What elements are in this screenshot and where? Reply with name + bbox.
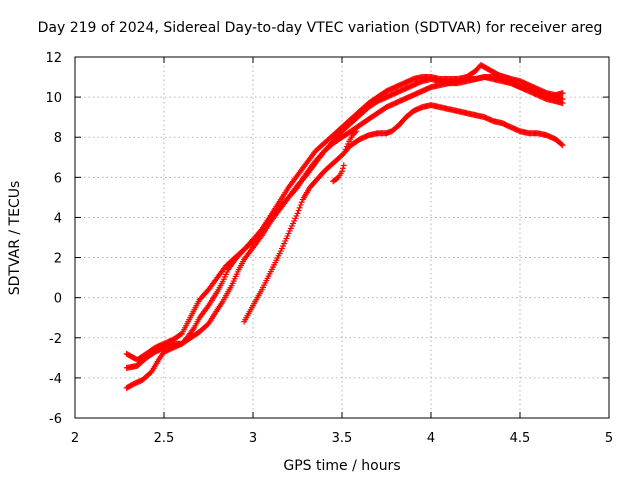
chart-title: Day 219 of 2024, Sidereal Day-to-day VTE… xyxy=(38,20,603,36)
series-track-3 xyxy=(123,74,566,391)
data-point xyxy=(559,90,566,97)
y-tick-label: 2 xyxy=(54,252,62,267)
y-tick-label: -4 xyxy=(49,372,62,387)
data-point xyxy=(342,146,349,153)
x-tick-label: 5 xyxy=(605,431,613,446)
x-tick-label: 2.5 xyxy=(154,431,175,446)
data-point xyxy=(294,210,301,217)
data-point xyxy=(558,141,565,148)
y-tick-label: -2 xyxy=(49,332,62,347)
y-tick-label: 0 xyxy=(54,292,62,307)
data-point xyxy=(559,96,566,103)
x-axis-title: GPS time / hours xyxy=(283,458,400,474)
y-tick-label: 12 xyxy=(45,51,62,66)
y-tick-label: -6 xyxy=(49,412,62,427)
y-tick-label: 6 xyxy=(54,171,62,186)
data-points xyxy=(123,62,566,391)
x-tick-label: 2 xyxy=(71,431,79,446)
data-point xyxy=(296,204,303,211)
data-point xyxy=(340,162,347,169)
data-point xyxy=(353,128,360,135)
data-point xyxy=(344,140,351,147)
data-point xyxy=(298,199,305,206)
data-point xyxy=(297,202,304,209)
data-point xyxy=(190,326,197,333)
series-track-2 xyxy=(123,74,566,371)
series-track-5 xyxy=(330,162,347,185)
data-point xyxy=(343,143,350,150)
x-tick-label: 3.5 xyxy=(332,431,353,446)
series-track-4 xyxy=(241,102,566,325)
data-point xyxy=(339,168,345,175)
series-track-1 xyxy=(123,62,566,363)
y-tick-labels: -6 -4 -2 0 2 4 6 8 10 12 xyxy=(45,51,62,427)
series-track-6 xyxy=(342,128,360,153)
y-tick-label: 8 xyxy=(54,131,62,146)
data-point xyxy=(339,165,346,172)
x-tick-labels: 2 2.5 3 3.5 4 4.5 5 xyxy=(71,431,613,446)
axis-ticks xyxy=(74,56,610,419)
y-tick-label: 10 xyxy=(45,91,62,106)
data-point xyxy=(559,142,566,149)
x-tick-label: 3 xyxy=(249,431,257,446)
x-tick-label: 4 xyxy=(427,431,435,446)
data-point xyxy=(352,129,359,136)
x-tick-label: 4.5 xyxy=(510,431,531,446)
data-point xyxy=(295,207,302,214)
y-tick-label: 4 xyxy=(54,211,62,226)
y-axis-title: SDTVAR / TECUs xyxy=(7,181,23,296)
